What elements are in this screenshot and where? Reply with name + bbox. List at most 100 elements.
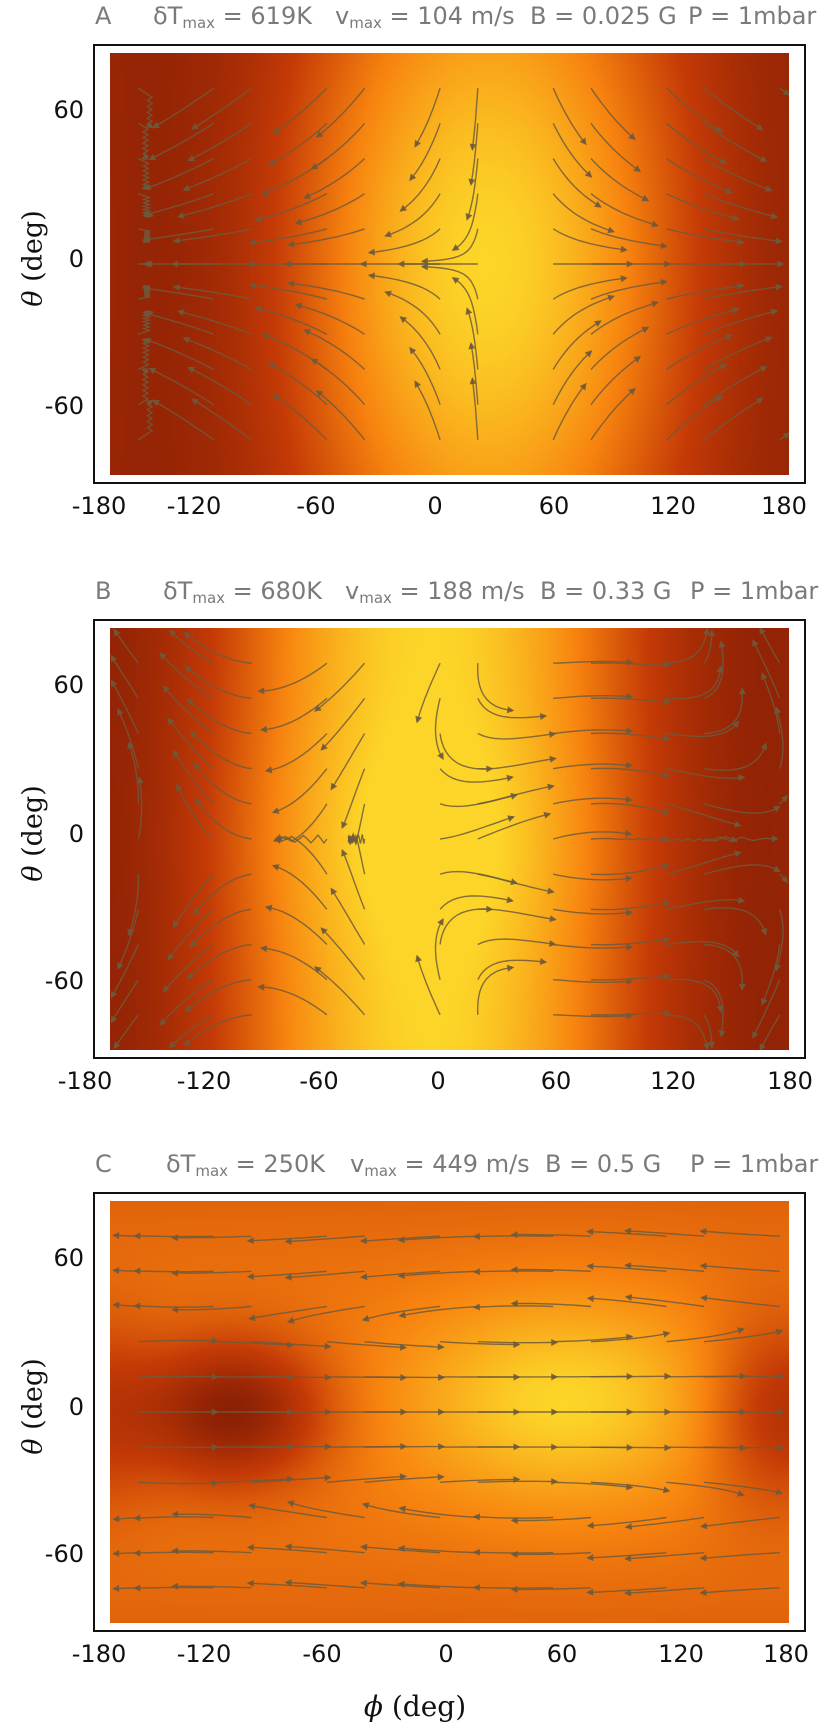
- streamline: [704, 689, 743, 735]
- streamline: [137, 400, 154, 441]
- streamline: [512, 1233, 592, 1237]
- streamline-arrowhead: [624, 1554, 632, 1562]
- streamline-arrowhead: [725, 334, 734, 341]
- streamline-arrowhead: [607, 294, 615, 302]
- streamline-arrowhead: [664, 972, 672, 980]
- streamline-arrowhead: [716, 1005, 724, 1013]
- streamline-arrowhead: [506, 896, 514, 904]
- streamline-arrowhead: [187, 366, 196, 374]
- streamline-arrowhead: [584, 170, 593, 178]
- streamline: [137, 368, 150, 406]
- streamline-arrowhead: [472, 1513, 480, 1521]
- streamline: [703, 398, 763, 441]
- streamline: [169, 1014, 215, 1048]
- streamline: [248, 1546, 327, 1554]
- streamline-arrowhead: [586, 1554, 594, 1562]
- streamline-arrowhead: [507, 815, 515, 822]
- streamline-arrowhead: [662, 863, 670, 870]
- streamline-arrowhead: [700, 1522, 708, 1530]
- streamline: [703, 285, 781, 300]
- streamline: [471, 378, 479, 440]
- streamline: [288, 1305, 365, 1323]
- streamline: [183, 157, 252, 191]
- dt-max-label: δTmax = 619K: [153, 2, 312, 32]
- streamline-arrowhead: [361, 1315, 370, 1322]
- streamline: [188, 367, 252, 406]
- streamline: [266, 906, 328, 945]
- streamline-arrowhead: [167, 952, 175, 961]
- streamline-arrowhead: [272, 393, 281, 401]
- streamline-arrowhead: [731, 307, 740, 314]
- streamline: [276, 803, 328, 843]
- x-tick-60: 60: [538, 492, 570, 520]
- streamline: [348, 803, 366, 844]
- streamline-arrowhead: [486, 765, 494, 773]
- x-tick-0: 0: [427, 492, 443, 520]
- streamline: [552, 383, 586, 441]
- streamline-arrowhead: [146, 211, 155, 218]
- streamline-arrowhead: [176, 309, 185, 316]
- streamline: [477, 873, 553, 893]
- streamline-arrowhead: [248, 1502, 256, 1510]
- streamline: [114, 1014, 139, 1048]
- streamline: [704, 1375, 783, 1378]
- streamline: [666, 898, 744, 910]
- streamline: [553, 831, 631, 840]
- streamline: [665, 395, 722, 441]
- streamline: [256, 307, 328, 335]
- streamline: [174, 228, 252, 242]
- streamline: [250, 284, 328, 300]
- streamline-arrowhead: [782, 432, 789, 440]
- streamline-arrowhead: [664, 661, 672, 669]
- streamline: [703, 864, 780, 875]
- streamline-arrowhead: [626, 978, 634, 986]
- streamline: [588, 1230, 667, 1237]
- heatmap-plot: [110, 53, 789, 475]
- streamline: [110, 655, 139, 699]
- y-tick-minus-60: -60: [44, 392, 84, 420]
- streamline-arrowhead: [586, 1588, 594, 1596]
- streamline-arrowhead: [777, 1372, 785, 1380]
- streamline-arrowhead: [699, 1589, 707, 1596]
- streamline-arrowhead: [359, 260, 367, 268]
- streamline: [665, 87, 722, 133]
- streamline-arrowhead: [211, 1479, 219, 1487]
- streamline-arrowhead: [662, 808, 670, 815]
- x-tick-minus-60: -60: [299, 1067, 339, 1095]
- streamline-arrowhead: [663, 734, 671, 742]
- streamline: [470, 343, 479, 405]
- streamline: [321, 928, 366, 981]
- streamline: [704, 744, 767, 771]
- streamline-arrowhead: [398, 1311, 406, 1319]
- streamline: [590, 1481, 669, 1492]
- x-tick-60: 60: [540, 1067, 572, 1095]
- streamline-arrowhead: [143, 183, 152, 191]
- streamline: [369, 228, 441, 254]
- streamline: [399, 1547, 478, 1554]
- panel-letter: A: [95, 2, 112, 30]
- streamline: [167, 718, 215, 770]
- streamline: [439, 733, 492, 770]
- streamline: [553, 1481, 632, 1489]
- streamline-arrowhead: [770, 212, 779, 220]
- streamline: [703, 979, 724, 1036]
- streamline-arrowhead: [662, 899, 671, 907]
- streamline: [213, 1478, 293, 1483]
- streamline: [703, 336, 772, 371]
- streamline: [138, 1339, 217, 1343]
- streamline-arrowhead: [737, 774, 746, 782]
- streamline-arrowhead: [112, 1267, 120, 1275]
- streamline-arrowhead: [193, 907, 201, 916]
- streamline-arrowhead: [110, 679, 118, 688]
- streamline-arrowhead: [708, 1041, 716, 1049]
- streamline: [184, 632, 252, 664]
- streamline-arrowhead: [171, 1582, 178, 1590]
- streamline-arrowhead: [510, 1550, 518, 1558]
- streamline-arrowhead: [254, 215, 263, 223]
- streamline-arrowhead: [146, 310, 155, 317]
- streamline-arrowhead: [420, 263, 428, 271]
- streamline-arrowhead: [182, 336, 191, 344]
- streamline: [666, 1481, 744, 1496]
- streamline-arrowhead: [472, 1548, 480, 1556]
- streamline: [364, 1376, 444, 1379]
